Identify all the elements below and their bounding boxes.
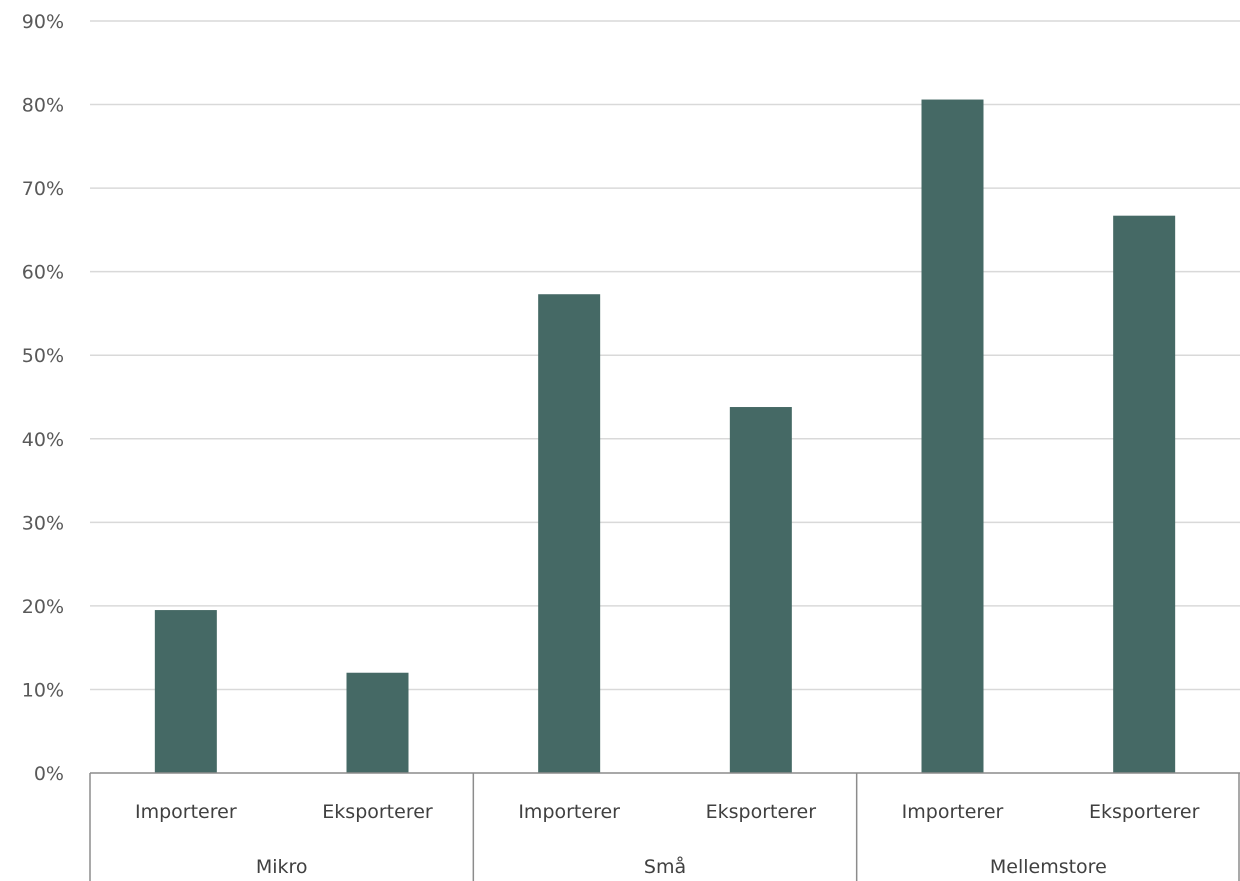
bars bbox=[154, 99, 1176, 773]
category-label: Eksporterer bbox=[322, 801, 433, 823]
y-tick-label: 70% bbox=[22, 178, 64, 200]
bar bbox=[154, 610, 217, 773]
category-label: Eksporterer bbox=[1089, 801, 1200, 823]
x-axis bbox=[89, 772, 1240, 881]
y-tick-label: 10% bbox=[22, 679, 64, 701]
y-tick-label: 0% bbox=[34, 763, 64, 785]
category-label: Importerer bbox=[902, 801, 1004, 823]
y-tick-label: 80% bbox=[22, 95, 64, 117]
category-label: Importerer bbox=[518, 801, 620, 823]
bar bbox=[1113, 215, 1176, 773]
gridlines bbox=[90, 20, 1240, 691]
y-tick-label: 30% bbox=[22, 512, 64, 534]
y-tick-label: 90% bbox=[22, 11, 64, 33]
category-label: Importerer bbox=[135, 801, 237, 823]
y-tick-label: 50% bbox=[22, 345, 64, 367]
y-axis-tick-labels: 0% 10% 20% 30% 40% 50% 60% 70% 80% 90% bbox=[22, 11, 64, 785]
y-tick-label: 60% bbox=[22, 262, 64, 284]
bar bbox=[729, 407, 792, 773]
y-tick-label: 40% bbox=[22, 429, 64, 451]
bar bbox=[346, 672, 409, 773]
group-label: Mellemstore bbox=[990, 856, 1107, 878]
x-axis-category-labels: Importerer Eksporterer Importerer Eksporter… bbox=[135, 801, 1200, 823]
category-label: Eksporterer bbox=[706, 801, 817, 823]
bar bbox=[538, 294, 601, 773]
group-label: Små bbox=[644, 855, 686, 878]
group-label: Mikro bbox=[256, 856, 308, 878]
y-tick-label: 20% bbox=[22, 596, 64, 618]
x-axis-group-labels: Mikro Små Mellemstore bbox=[256, 855, 1107, 878]
bar bbox=[921, 99, 984, 773]
